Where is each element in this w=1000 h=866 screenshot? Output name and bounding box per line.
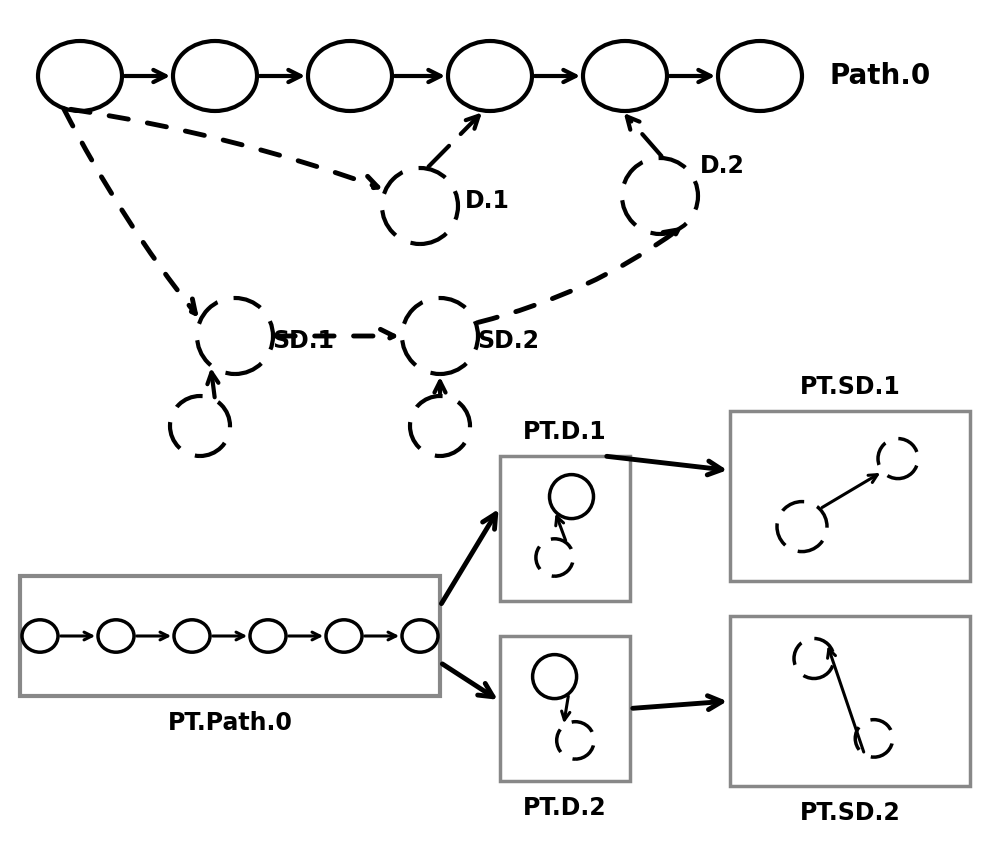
Text: D.1: D.1 [465,189,510,213]
Bar [20,576,440,696]
Text: PT.SD.1: PT.SD.1 [800,375,900,399]
Text: SD.1: SD.1 [272,329,334,353]
Bar [730,411,970,581]
Text: PT.Path.0: PT.Path.0 [168,711,292,735]
Bar [500,456,630,601]
Text: PT.SD.2: PT.SD.2 [800,801,900,825]
Bar [730,616,970,786]
Text: PT.D.1: PT.D.1 [523,420,607,444]
Text: SD.2: SD.2 [477,329,539,353]
Text: D.2: D.2 [700,154,745,178]
Bar [500,636,630,781]
Text: PT.D.2: PT.D.2 [523,796,607,820]
Text: Path.0: Path.0 [830,62,931,90]
